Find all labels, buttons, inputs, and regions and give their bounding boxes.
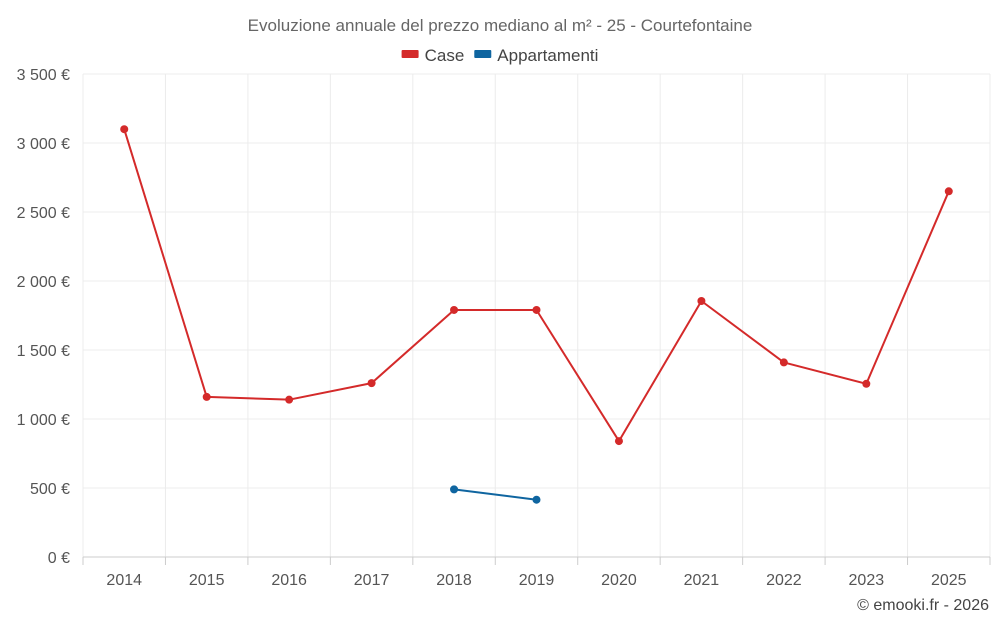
y-tick-label: 0 € (48, 550, 70, 567)
gridlines (82, 73, 991, 558)
x-tick-label: 2017 (354, 572, 390, 589)
y-tick-label: 1 000 € (17, 412, 70, 429)
x-tick-label: 2020 (601, 572, 637, 589)
data-point[interactable] (120, 125, 129, 134)
x-tick-label: 2016 (271, 572, 307, 589)
y-tick-label: 3 000 € (17, 136, 70, 153)
legend-label: Case (425, 46, 465, 65)
x-tick-label: 2014 (106, 572, 142, 589)
x-tick-label: 2018 (436, 572, 472, 589)
series-appartamenti (450, 485, 541, 504)
data-point[interactable] (697, 297, 706, 306)
x-tick-label: 2025 (931, 572, 967, 589)
x-tick-label: 2019 (519, 572, 555, 589)
data-point[interactable] (450, 305, 459, 314)
legend: Case Appartamenti (401, 46, 598, 65)
legend-label: Appartamenti (497, 46, 598, 65)
data-point[interactable] (450, 485, 459, 494)
data-point[interactable] (779, 358, 788, 367)
x-tick-label: 2021 (684, 572, 720, 589)
x-tick-label: 2022 (766, 572, 802, 589)
y-tick-label: 3 500 € (17, 67, 70, 84)
data-point[interactable] (944, 187, 953, 196)
data-point[interactable] (614, 437, 623, 446)
series-line (453, 488, 537, 501)
x-tick-label: 2023 (849, 572, 885, 589)
x-tick-label: 2015 (189, 572, 225, 589)
data-point[interactable] (202, 392, 211, 401)
y-tick-label: 2 000 € (17, 274, 70, 291)
series-layer (120, 125, 953, 504)
legend-swatch (474, 50, 492, 58)
data-point[interactable] (862, 379, 871, 388)
y-tick-label: 500 € (30, 481, 70, 498)
data-point[interactable] (285, 395, 294, 404)
data-point[interactable] (532, 305, 541, 314)
series-case (120, 125, 953, 446)
legend-swatch (401, 50, 419, 58)
data-point[interactable] (367, 379, 376, 388)
x-axis-ticks: 2014 2015 2016 2017 2018 2019 2020 2021 2022 2023… (82, 557, 991, 589)
legend-item-case[interactable]: Case (401, 46, 465, 65)
data-point[interactable] (532, 495, 541, 504)
y-axis-ticks: 0 € 500 € 1 000 € 1 500 € 2 000 € 2 500 € 3 00… (17, 67, 70, 567)
y-tick-label: 2 500 € (17, 205, 70, 222)
legend-item-appartamenti[interactable]: Appartamenti (474, 46, 598, 65)
chart-title: Evoluzione annuale del prezzo mediano al… (248, 16, 753, 35)
credit-text: © emooki.fr - 2026 (857, 597, 989, 614)
y-tick-label: 1 500 € (17, 343, 70, 360)
